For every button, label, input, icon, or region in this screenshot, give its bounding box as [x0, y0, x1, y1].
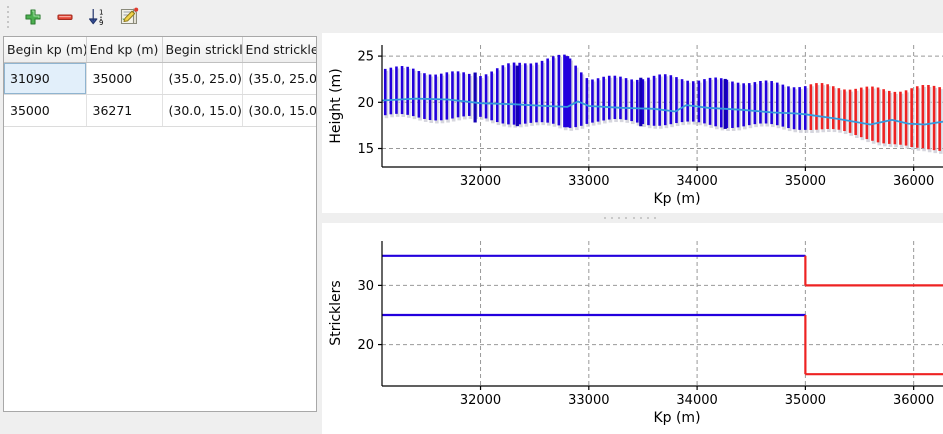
edit-button[interactable] [113, 2, 145, 32]
x-tick-label: 32000 [460, 393, 501, 408]
column-header-end-kp[interactable]: End kp (m) [86, 37, 163, 63]
column-header-begin-kp[interactable]: Begin kp (m) [4, 37, 87, 63]
toolbar-drag-handle[interactable] [3, 5, 13, 28]
strickler-table-panel[interactable]: Begin kp (m) End kp (m) Begin strickler … [3, 36, 317, 412]
x-tick-label: 35000 [785, 393, 826, 408]
x-tick-label: 33000 [568, 174, 609, 189]
cell-begin-strickler[interactable]: (30.0, 15.0) [162, 94, 243, 127]
svg-text:1: 1 [99, 8, 103, 16]
y-tick-label: 20 [357, 338, 374, 353]
cell-end-strickler[interactable]: (30.0, 15.0) [242, 94, 316, 127]
x-tick-label: 36000 [893, 174, 934, 189]
cell-begin-kp[interactable]: 35000 [4, 94, 87, 127]
svg-text:9: 9 [99, 19, 103, 27]
y-tick-label: 30 [357, 279, 374, 294]
y-tick-label: 25 [357, 50, 374, 65]
sort-descending-icon: 1 9 [89, 8, 103, 27]
charts-area: 15 20 25 32000 33000 34000 35000 36000 Kp (m) H… [322, 33, 943, 434]
splitter-grip [604, 217, 656, 220]
y-tick-label: 15 [357, 142, 374, 157]
table-row[interactable]: 35000 36271 (30.0, 15.0) (30.0, 15.0) [4, 94, 316, 127]
cell-end-kp[interactable]: 35000 [86, 62, 163, 95]
table-header-row: Begin kp (m) End kp (m) Begin strickler … [4, 37, 316, 63]
x-axis-title-bottom: Kp (m) [653, 410, 700, 426]
column-header-end-strickler[interactable]: End strickler [242, 37, 316, 63]
stricklers-profile-chart[interactable]: 20 30 32000 33000 34000 35000 36000 Kp (m) Str… [322, 223, 943, 434]
stricklers-profile-svg: 20 30 32000 33000 34000 35000 36000 Kp (m) Str… [322, 223, 943, 434]
table-row[interactable]: 31090 35000 (35.0, 25.0) (35.0, 25.0) [4, 62, 316, 95]
height-profile-svg: 15 20 25 32000 33000 34000 35000 36000 Kp (m) H… [322, 33, 943, 213]
chart-splitter[interactable] [322, 213, 943, 223]
y-axis-title-top: Height (m) [328, 68, 344, 143]
plus-icon [25, 8, 41, 25]
cell-begin-strickler[interactable]: (35.0, 25.0) [162, 62, 243, 95]
x-tick-label: 34000 [676, 174, 717, 189]
cell-end-kp[interactable]: 36271 [86, 94, 163, 127]
cell-begin-kp[interactable]: 31090 [4, 62, 87, 95]
sort-button[interactable]: 1 9 [81, 2, 113, 32]
height-profile-chart[interactable]: 15 20 25 32000 33000 34000 35000 36000 Kp (m) H… [322, 33, 943, 213]
x-tick-label: 34000 [676, 393, 717, 408]
x-tick-label: 36000 [893, 393, 934, 408]
add-row-button[interactable] [17, 2, 49, 32]
x-tick-label: 35000 [785, 174, 826, 189]
x-tick-label: 32000 [460, 174, 501, 189]
minus-icon [57, 13, 73, 20]
remove-row-button[interactable] [49, 2, 81, 32]
edit-note-icon [120, 7, 139, 24]
cell-end-strickler[interactable]: (35.0, 25.0) [242, 62, 316, 95]
y-axis-title-bottom: Stricklers [328, 280, 344, 345]
strickler-table: Begin kp (m) End kp (m) Begin strickler … [4, 37, 316, 127]
x-tick-label: 33000 [568, 393, 609, 408]
x-axis-title-top: Kp (m) [653, 191, 700, 207]
toolbar: 1 9 [0, 0, 943, 33]
y-tick-label: 20 [357, 96, 374, 111]
column-header-begin-strickler[interactable]: Begin strickler [162, 37, 243, 63]
